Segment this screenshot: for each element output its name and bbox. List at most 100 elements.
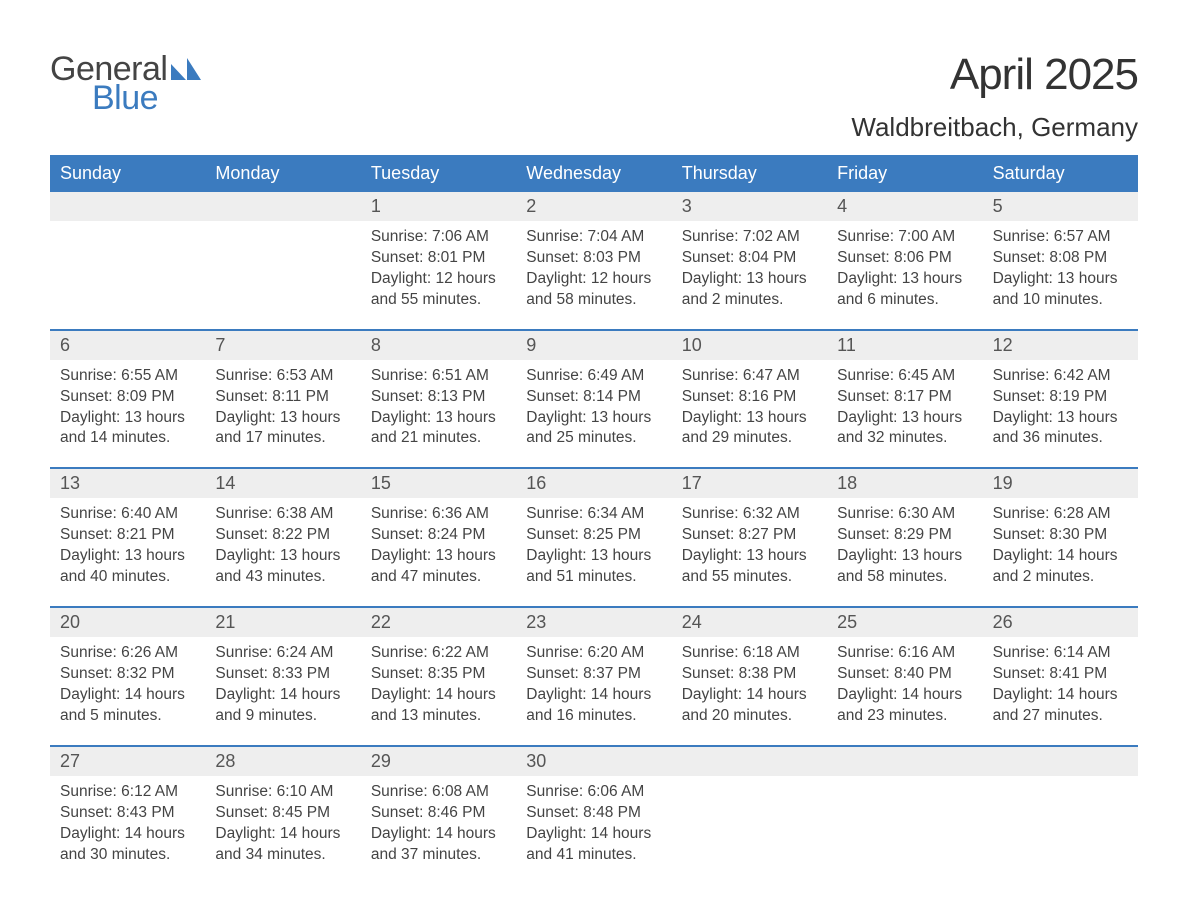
day-day1: Daylight: 13 hours (371, 546, 506, 567)
day-day1: Daylight: 13 hours (682, 269, 817, 290)
day-number-cell: 12 (983, 331, 1138, 360)
day-number-cell: 7 (205, 331, 360, 360)
day-day2: and 25 minutes. (526, 428, 661, 449)
day-sunrise: Sunrise: 6:36 AM (371, 504, 506, 525)
day-number-cell: 3 (672, 192, 827, 221)
day-data-cell: Sunrise: 6:24 AMSunset: 8:33 PMDaylight:… (205, 637, 360, 727)
day-sunset: Sunset: 8:43 PM (60, 803, 195, 824)
day-day1: Daylight: 13 hours (837, 546, 972, 567)
day-sunrise: Sunrise: 6:49 AM (526, 366, 661, 387)
day-number-cell: 29 (361, 747, 516, 776)
day-header-cell: Thursday (672, 155, 827, 192)
day-header-cell: Saturday (983, 155, 1138, 192)
day-day1: Daylight: 14 hours (215, 685, 350, 706)
day-sunrise: Sunrise: 6:18 AM (682, 643, 817, 664)
day-day2: and 2 minutes. (993, 567, 1128, 588)
day-data-cell: Sunrise: 6:47 AMSunset: 8:16 PMDaylight:… (672, 360, 827, 450)
day-number-cell: 14 (205, 469, 360, 498)
day-number-cell: 16 (516, 469, 671, 498)
day-day2: and 30 minutes. (60, 845, 195, 866)
day-sunset: Sunset: 8:30 PM (993, 525, 1128, 546)
day-number-cell: 22 (361, 608, 516, 637)
week-data-row: Sunrise: 6:12 AMSunset: 8:43 PMDaylight:… (50, 776, 1138, 866)
week-data-row: Sunrise: 6:55 AMSunset: 8:09 PMDaylight:… (50, 360, 1138, 450)
day-data-cell: Sunrise: 6:55 AMSunset: 8:09 PMDaylight:… (50, 360, 205, 450)
day-day2: and 23 minutes. (837, 706, 972, 727)
day-day2: and 37 minutes. (371, 845, 506, 866)
day-sunrise: Sunrise: 6:47 AM (682, 366, 817, 387)
day-day1: Daylight: 12 hours (526, 269, 661, 290)
day-sunrise: Sunrise: 6:10 AM (215, 782, 350, 803)
day-day1: Daylight: 13 hours (371, 408, 506, 429)
title-location: Waldbreitbach, Germany (851, 112, 1138, 143)
day-sunrise: Sunrise: 6:14 AM (993, 643, 1128, 664)
day-number-cell: 30 (516, 747, 671, 776)
day-data-cell (983, 776, 1138, 866)
day-data-cell: Sunrise: 6:20 AMSunset: 8:37 PMDaylight:… (516, 637, 671, 727)
day-number-cell (827, 747, 982, 776)
day-day2: and 41 minutes. (526, 845, 661, 866)
day-sunset: Sunset: 8:27 PM (682, 525, 817, 546)
day-data-cell: Sunrise: 6:30 AMSunset: 8:29 PMDaylight:… (827, 498, 982, 588)
day-data-cell: Sunrise: 6:26 AMSunset: 8:32 PMDaylight:… (50, 637, 205, 727)
day-number-cell: 21 (205, 608, 360, 637)
week-number-row: 20212223242526 (50, 606, 1138, 637)
day-day2: and 55 minutes. (682, 567, 817, 588)
day-data-cell: Sunrise: 6:14 AMSunset: 8:41 PMDaylight:… (983, 637, 1138, 727)
day-sunrise: Sunrise: 7:04 AM (526, 227, 661, 248)
day-data-cell: Sunrise: 6:36 AMSunset: 8:24 PMDaylight:… (361, 498, 516, 588)
day-sunset: Sunset: 8:37 PM (526, 664, 661, 685)
day-number-cell: 28 (205, 747, 360, 776)
day-data-cell: Sunrise: 6:45 AMSunset: 8:17 PMDaylight:… (827, 360, 982, 450)
week-data-row: Sunrise: 6:26 AMSunset: 8:32 PMDaylight:… (50, 637, 1138, 727)
day-sunset: Sunset: 8:09 PM (60, 387, 195, 408)
day-data-cell: Sunrise: 6:10 AMSunset: 8:45 PMDaylight:… (205, 776, 360, 866)
day-day1: Daylight: 14 hours (526, 685, 661, 706)
day-sunrise: Sunrise: 6:32 AM (682, 504, 817, 525)
day-day1: Daylight: 14 hours (993, 546, 1128, 567)
day-sunset: Sunset: 8:11 PM (215, 387, 350, 408)
day-day1: Daylight: 13 hours (993, 408, 1128, 429)
day-number-cell: 25 (827, 608, 982, 637)
day-sunrise: Sunrise: 6:24 AM (215, 643, 350, 664)
day-sunrise: Sunrise: 6:40 AM (60, 504, 195, 525)
day-number-cell (672, 747, 827, 776)
day-data-cell: Sunrise: 6:49 AMSunset: 8:14 PMDaylight:… (516, 360, 671, 450)
day-data-cell: Sunrise: 6:12 AMSunset: 8:43 PMDaylight:… (50, 776, 205, 866)
day-day1: Daylight: 14 hours (993, 685, 1128, 706)
day-data-cell (672, 776, 827, 866)
day-sunrise: Sunrise: 6:16 AM (837, 643, 972, 664)
day-sunset: Sunset: 8:01 PM (371, 248, 506, 269)
day-sunrise: Sunrise: 6:51 AM (371, 366, 506, 387)
day-day2: and 40 minutes. (60, 567, 195, 588)
day-day2: and 32 minutes. (837, 428, 972, 449)
day-day2: and 17 minutes. (215, 428, 350, 449)
day-day2: and 29 minutes. (682, 428, 817, 449)
day-number-cell: 24 (672, 608, 827, 637)
day-sunset: Sunset: 8:14 PM (526, 387, 661, 408)
day-sunset: Sunset: 8:45 PM (215, 803, 350, 824)
day-sunset: Sunset: 8:06 PM (837, 248, 972, 269)
day-number-cell (50, 192, 205, 221)
day-day2: and 51 minutes. (526, 567, 661, 588)
day-day1: Daylight: 14 hours (837, 685, 972, 706)
day-number-cell: 19 (983, 469, 1138, 498)
day-sunrise: Sunrise: 6:53 AM (215, 366, 350, 387)
day-day2: and 34 minutes. (215, 845, 350, 866)
day-sunrise: Sunrise: 6:34 AM (526, 504, 661, 525)
day-data-cell: Sunrise: 6:28 AMSunset: 8:30 PMDaylight:… (983, 498, 1138, 588)
week-number-row: 12345 (50, 192, 1138, 221)
day-sunrise: Sunrise: 7:02 AM (682, 227, 817, 248)
calendar: Sunday Monday Tuesday Wednesday Thursday… (50, 155, 1138, 865)
day-day1: Daylight: 14 hours (60, 685, 195, 706)
day-data-cell: Sunrise: 6:53 AMSunset: 8:11 PMDaylight:… (205, 360, 360, 450)
day-number-cell: 2 (516, 192, 671, 221)
week-number-row: 6789101112 (50, 329, 1138, 360)
day-sunrise: Sunrise: 6:42 AM (993, 366, 1128, 387)
day-day2: and 14 minutes. (60, 428, 195, 449)
day-data-cell: Sunrise: 6:42 AMSunset: 8:19 PMDaylight:… (983, 360, 1138, 450)
week-data-row: Sunrise: 6:40 AMSunset: 8:21 PMDaylight:… (50, 498, 1138, 588)
page-header: General Blue April 2025 Waldbreitbach, G… (50, 50, 1138, 143)
day-header-cell: Friday (827, 155, 982, 192)
day-day1: Daylight: 13 hours (215, 408, 350, 429)
